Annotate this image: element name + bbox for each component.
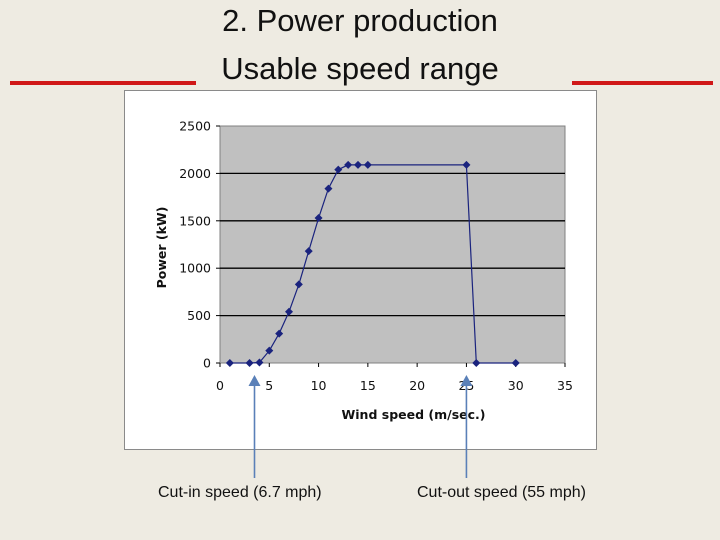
y-tick-label: 500 <box>187 308 211 323</box>
cut-in-caption: Cut-in speed (6.7 mph) <box>158 484 322 501</box>
data-point <box>344 160 353 169</box>
data-point <box>275 329 284 338</box>
data-point <box>255 358 264 367</box>
x-tick-label: 35 <box>557 378 573 393</box>
slide-title-line-2: Usable speed range <box>221 51 499 86</box>
y-tick-label: 2000 <box>179 166 211 181</box>
data-point <box>304 247 313 256</box>
plot-area <box>219 125 566 364</box>
x-tick-label: 15 <box>360 378 376 393</box>
data-point <box>511 359 520 367</box>
y-tick-label: 1000 <box>179 261 211 276</box>
x-tick-label: 20 <box>409 378 425 393</box>
x-tick-label: 5 <box>265 378 273 393</box>
data-point <box>334 165 343 174</box>
x-tick-label: 10 <box>311 378 327 393</box>
title-underline-left <box>10 81 196 85</box>
data-point <box>363 160 372 169</box>
y-tick-label: 2500 <box>179 119 211 134</box>
data-point <box>472 359 481 367</box>
data-point <box>285 307 293 316</box>
y-tick-label: 1500 <box>179 213 211 228</box>
cut-in-arrow-head <box>248 375 261 386</box>
data-point <box>324 184 333 193</box>
data-point <box>354 160 362 169</box>
slide-title-line-1: 2. Power production <box>222 3 498 38</box>
data-point <box>265 346 274 355</box>
y-axis-label: Power (kW) <box>154 207 169 289</box>
data-point <box>314 213 323 222</box>
y-tick-label: 0 <box>203 356 211 371</box>
data-point <box>294 280 303 289</box>
x-axis-label: Wind speed (m/sec.) <box>341 407 485 422</box>
cut-out-arrow-head <box>460 375 473 386</box>
title-underline-right <box>572 81 713 85</box>
data-point <box>462 160 471 169</box>
data-point <box>225 359 234 367</box>
x-tick-label: 0 <box>216 378 224 393</box>
x-tick-label: 30 <box>508 378 524 393</box>
cut-out-caption: Cut-out speed (55 mph) <box>417 484 586 501</box>
data-point <box>245 359 254 367</box>
